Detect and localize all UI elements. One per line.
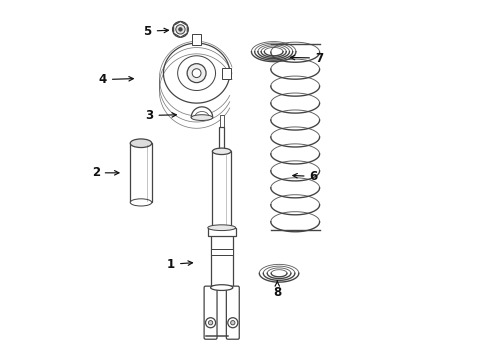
Bar bbox=[211, 249, 233, 255]
Text: 6: 6 bbox=[293, 170, 318, 183]
Ellipse shape bbox=[212, 148, 231, 154]
Circle shape bbox=[205, 318, 216, 328]
Ellipse shape bbox=[208, 225, 236, 230]
Bar bbox=[192, 34, 201, 45]
Circle shape bbox=[208, 320, 213, 325]
Bar bbox=[212, 151, 231, 230]
Text: 4: 4 bbox=[98, 73, 133, 86]
Bar bbox=[220, 116, 224, 130]
Ellipse shape bbox=[191, 115, 213, 121]
Text: 3: 3 bbox=[146, 109, 176, 122]
Circle shape bbox=[172, 22, 188, 37]
Text: 7: 7 bbox=[291, 51, 323, 64]
Text: 5: 5 bbox=[144, 25, 169, 38]
Circle shape bbox=[176, 25, 185, 34]
Circle shape bbox=[228, 318, 238, 328]
Bar bbox=[130, 143, 152, 202]
FancyBboxPatch shape bbox=[204, 286, 217, 339]
Bar bbox=[208, 228, 236, 235]
Ellipse shape bbox=[211, 285, 233, 291]
Ellipse shape bbox=[211, 227, 233, 233]
Bar bbox=[211, 230, 233, 288]
Ellipse shape bbox=[130, 139, 152, 148]
Wedge shape bbox=[191, 107, 213, 118]
Circle shape bbox=[192, 69, 201, 77]
Text: 1: 1 bbox=[167, 258, 193, 271]
Text: 2: 2 bbox=[92, 166, 119, 179]
FancyBboxPatch shape bbox=[226, 286, 239, 339]
Circle shape bbox=[231, 320, 235, 325]
Polygon shape bbox=[173, 22, 187, 37]
Bar bbox=[219, 127, 224, 151]
Ellipse shape bbox=[130, 199, 152, 206]
Circle shape bbox=[187, 64, 206, 82]
Circle shape bbox=[179, 28, 182, 31]
Text: 8: 8 bbox=[273, 281, 281, 300]
Bar bbox=[222, 68, 231, 78]
